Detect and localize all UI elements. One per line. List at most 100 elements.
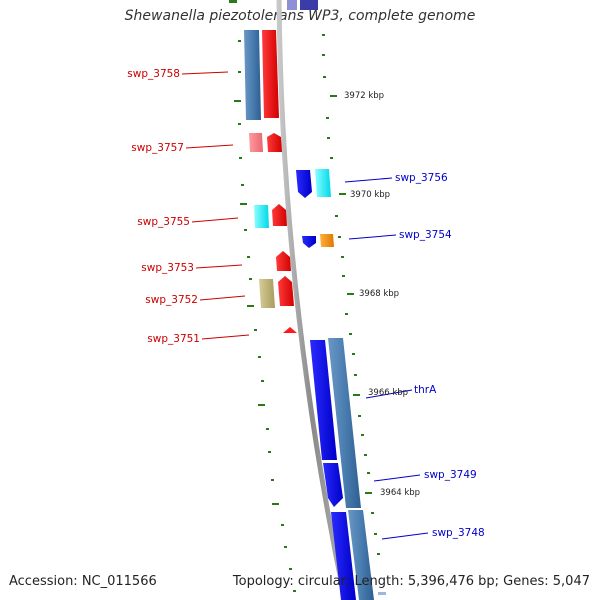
inner-tick [240, 203, 247, 205]
label-swp_3751[interactable]: swp_3751 [147, 333, 200, 345]
gene-thrA-a[interactable] [310, 340, 337, 460]
kbp-3968: 3968 kbp [359, 289, 399, 299]
kbp-3970: 3970 kbp [350, 190, 390, 200]
leader-swp_3757 [185, 144, 234, 149]
label-swp_3749[interactable]: swp_3749 [424, 469, 477, 481]
inner-tick [284, 546, 287, 548]
gene-bottom-partial [378, 592, 386, 595]
gene-swp_3757[interactable] [267, 133, 282, 152]
inner-tick [238, 40, 241, 42]
inner-ticks [234, 40, 296, 592]
leader-swp_3756 [344, 177, 393, 183]
inner-tick [238, 71, 241, 73]
label-swp_3752[interactable]: swp_3752 [145, 294, 198, 306]
gene-swp_3753[interactable] [276, 251, 291, 271]
leader-swp_3751 [201, 334, 250, 340]
gene-swp_3758-a[interactable] [244, 30, 261, 120]
gene-top-partial-3 [229, 0, 237, 3]
inner-tick [293, 590, 296, 592]
kbp-3966: 3966 kbp [368, 388, 408, 398]
inner-tick [247, 256, 250, 258]
accession-text: Accession: NC_011566 [9, 574, 157, 589]
outer-tick [323, 76, 326, 78]
leader-swp_3748 [381, 532, 429, 540]
genome-backbone [276, 0, 348, 600]
inner-tick [249, 278, 252, 280]
outer-tick [341, 256, 344, 258]
outer-tick [327, 137, 330, 139]
kbp-3964: 3964 kbp [380, 488, 420, 498]
gene-swp_3757-a[interactable] [249, 133, 263, 152]
label-swp_3748[interactable]: swp_3748 [432, 527, 485, 539]
outer-tick [358, 415, 361, 417]
gene-top-partial-2 [300, 0, 318, 10]
label-swp_3753[interactable]: swp_3753 [141, 262, 194, 274]
outer-tick [349, 333, 352, 335]
outer-tick [342, 275, 345, 277]
inner-tick [261, 380, 264, 382]
gene-swp_3751[interactable] [283, 327, 297, 333]
inner-tick [271, 479, 274, 481]
leader-swp_3752 [199, 295, 246, 301]
outer-tick [371, 512, 374, 514]
map-title: Shewanella piezotolerans WP3, complete g… [124, 8, 476, 24]
outer-tick [365, 492, 372, 494]
inner-tick [281, 524, 284, 526]
gene-swp_3755-a[interactable] [254, 205, 269, 228]
gene-swp_3748[interactable] [348, 510, 374, 600]
outer-tick [364, 454, 367, 456]
right-label-leaders [344, 177, 429, 540]
genome-summary-text: Topology: circular; Length: 5,396,476 bp… [232, 574, 590, 589]
inner-tick [266, 428, 269, 430]
leader-swp_3754 [348, 234, 397, 240]
left-gene-labels: swp_3758 swp_3757 swp_3755 swp_3753 swp_… [127, 68, 200, 345]
gene-thrA[interactable] [328, 338, 361, 508]
kbp-3972: 3972 kbp [344, 91, 384, 101]
gene-swp_3749[interactable] [323, 463, 343, 507]
outer-tick [339, 193, 346, 195]
right-gene-labels: swp_3756 swp_3754 thrA swp_3749 swp_3748 [395, 172, 485, 539]
gene-swp_3754[interactable] [320, 234, 334, 247]
inner-tick [247, 305, 254, 307]
outer-tick [367, 472, 370, 474]
outer-tick [374, 533, 377, 535]
kbp-markers: 3972 kbp 3970 kbp 3968 kbp 3966 kbp 3964… [344, 91, 420, 498]
gene-swp_3752[interactable] [278, 276, 294, 306]
inner-tick [244, 229, 247, 231]
label-swp_3754[interactable]: swp_3754 [399, 229, 452, 241]
outer-tick [377, 553, 380, 555]
outer-tick [345, 313, 348, 315]
gene-swp_3748-a[interactable] [331, 512, 356, 600]
outer-tick [353, 394, 360, 396]
outer-tick [338, 236, 341, 238]
gene-swp_3752-a[interactable] [259, 279, 275, 308]
inner-tick [238, 123, 241, 125]
outer-tick [347, 293, 354, 295]
gene-swp_3758[interactable] [262, 30, 279, 118]
inner-tick [272, 503, 279, 505]
label-thrA[interactable]: thrA [414, 384, 437, 396]
leader-swp_3753 [195, 264, 243, 269]
label-swp_3757[interactable]: swp_3757 [131, 142, 184, 154]
label-swp_3756[interactable]: swp_3756 [395, 172, 448, 184]
leader-thrA [365, 389, 413, 399]
gene-swp_3756[interactable] [315, 169, 331, 197]
outer-tick [335, 215, 338, 217]
gene-swp_3756-a[interactable] [296, 170, 312, 198]
outer-tick [322, 34, 325, 36]
outer-tick [326, 117, 329, 119]
outer-tick [354, 374, 357, 376]
label-swp_3755[interactable]: swp_3755 [137, 216, 190, 228]
outer-tick [352, 353, 355, 355]
label-swp_3758[interactable]: swp_3758 [127, 68, 180, 80]
gene-top-partial-1 [287, 0, 297, 10]
gene-swp_3754-a[interactable] [302, 236, 316, 248]
outer-tick [330, 157, 333, 159]
inner-tick [254, 329, 257, 331]
gene-swp_3755[interactable] [272, 204, 287, 226]
outer-tick [322, 54, 325, 56]
leader-swp_3755 [191, 217, 239, 223]
inner-tick [258, 404, 265, 406]
leader-swp_3758 [181, 71, 229, 75]
inner-tick [289, 568, 292, 570]
